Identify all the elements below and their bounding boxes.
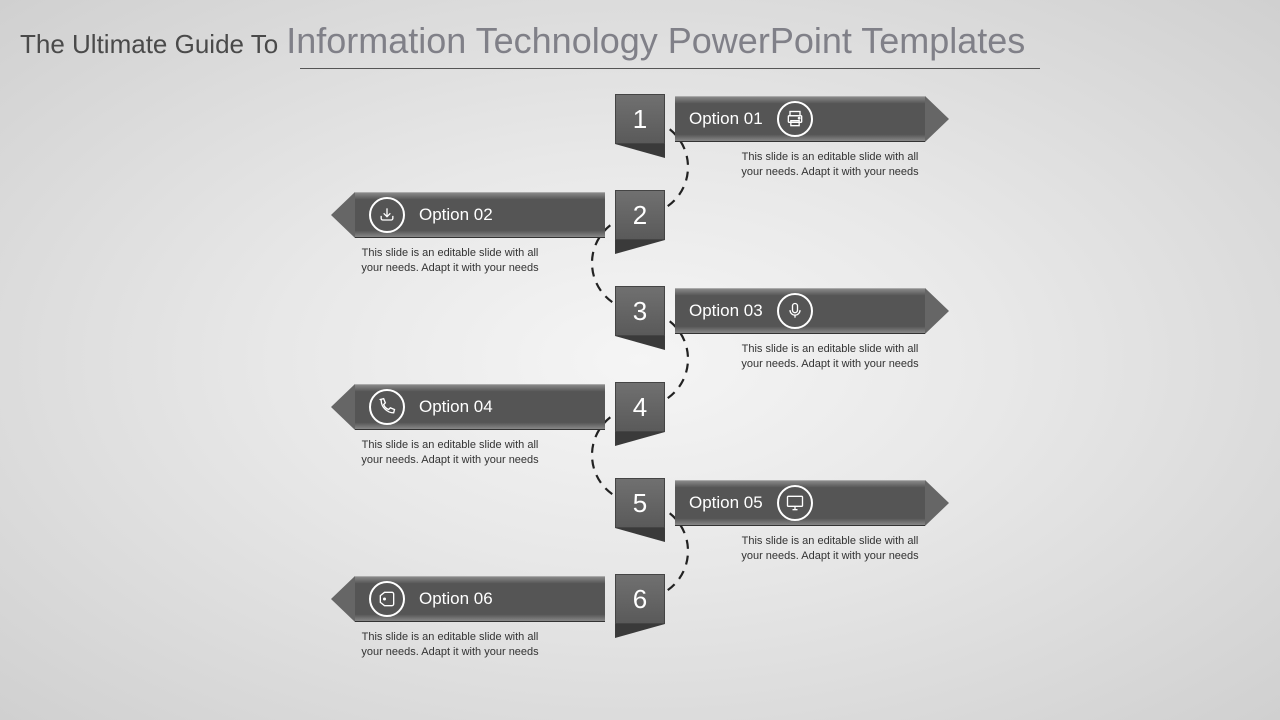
number-box-3: 3 xyxy=(615,286,665,336)
option-description: This slide is an editable slide with all… xyxy=(355,246,545,276)
option-bar-4: Option 04 xyxy=(331,384,605,430)
arrow-tip xyxy=(331,192,355,238)
option-description: This slide is an editable slide with all… xyxy=(735,534,925,564)
monitor-icon xyxy=(777,485,813,521)
ribbon-fold xyxy=(615,240,665,254)
number-box-2: 2 xyxy=(615,190,665,240)
arrow-tip xyxy=(331,384,355,430)
option-bar-1: Option 01 xyxy=(675,96,949,142)
option-label: Option 01 xyxy=(689,109,763,129)
option-bar-2: Option 02 xyxy=(331,192,605,238)
option-description: This slide is an editable slide with all… xyxy=(355,438,545,468)
option-bar-5: Option 05 xyxy=(675,480,949,526)
arrow-tip xyxy=(925,480,949,526)
option-bar-3: Option 03 xyxy=(675,288,949,334)
ribbon-fold xyxy=(615,432,665,446)
download-icon xyxy=(369,197,405,233)
ribbon-fold xyxy=(615,624,665,638)
number-box-1: 1 xyxy=(615,94,665,144)
ribbon-fold xyxy=(615,144,665,158)
number-box-5: 5 xyxy=(615,478,665,528)
arrow-tip xyxy=(925,288,949,334)
number-box-4: 4 xyxy=(615,382,665,432)
option-label: Option 03 xyxy=(689,301,763,321)
arrow-tip xyxy=(331,576,355,622)
option-label: Option 04 xyxy=(419,397,493,417)
option-description: This slide is an editable slide with all… xyxy=(355,630,545,660)
phone-icon xyxy=(369,389,405,425)
ribbon-fold xyxy=(615,336,665,350)
mic-icon xyxy=(777,293,813,329)
option-description: This slide is an editable slide with all… xyxy=(735,342,925,372)
number-box-6: 6 xyxy=(615,574,665,624)
option-description: This slide is an editable slide with all… xyxy=(735,150,925,180)
arrow-tip xyxy=(925,96,949,142)
option-label: Option 05 xyxy=(689,493,763,513)
printer-icon xyxy=(777,101,813,137)
tag-icon xyxy=(369,581,405,617)
diagram-stage: 1 Option 01 This slide is an editable slid… xyxy=(0,0,1280,720)
option-label: Option 02 xyxy=(419,205,493,225)
option-label: Option 06 xyxy=(419,589,493,609)
ribbon-fold xyxy=(615,528,665,542)
option-bar-6: Option 06 xyxy=(331,576,605,622)
